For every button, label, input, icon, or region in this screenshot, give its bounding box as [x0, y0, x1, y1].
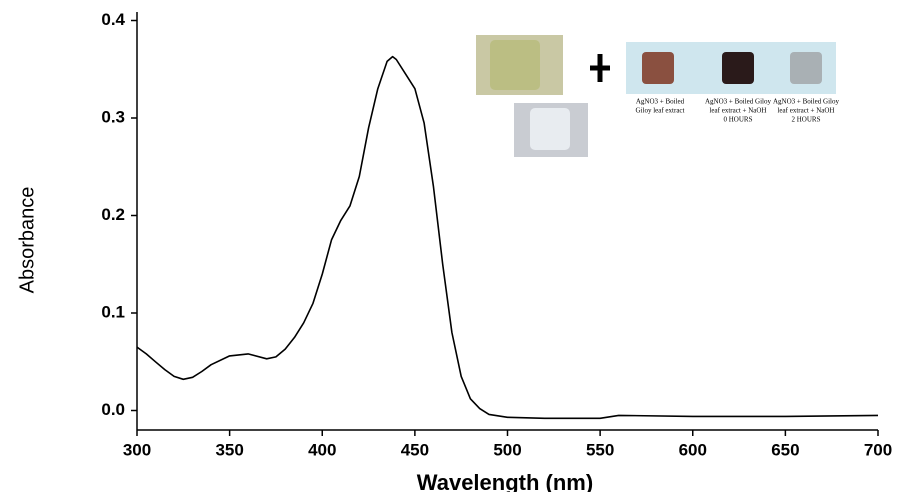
x-tick-label: 650 — [771, 440, 799, 459]
inset-caption: AgNO3 + Boiled Giloy — [773, 98, 839, 106]
inset-caption: Giloy leaf extract — [636, 107, 685, 115]
inset-caption: AgNO3 + Boiled Giloy — [705, 98, 771, 106]
x-tick-label: 300 — [123, 440, 151, 459]
x-tick-label: 500 — [493, 440, 521, 459]
x-tick-label: 350 — [215, 440, 243, 459]
y-tick-label: 0.0 — [101, 400, 125, 419]
inset — [476, 35, 836, 157]
y-axis-label: Absorbance — [16, 187, 38, 294]
inset-caption: AgNO3 + Boiled — [636, 98, 685, 106]
inset-caption: leaf extract + NaOH — [777, 107, 834, 115]
inset-caption: 0 HOURS — [724, 116, 753, 124]
inset-caption: 2 HOURS — [792, 116, 821, 124]
y-tick-label: 0.1 — [101, 302, 125, 321]
spectrum-line — [136, 55, 879, 420]
inset-caption: leaf extract + NaOH — [709, 107, 766, 115]
y-tick-label: 0.3 — [101, 107, 125, 126]
y-tick-label: 0.2 — [101, 205, 125, 224]
x-tick-label: 400 — [308, 440, 336, 459]
beaker — [530, 108, 570, 150]
x-tick-label: 700 — [864, 440, 892, 459]
x-axis-label: Wavelength (nm) — [417, 470, 593, 492]
beaker — [642, 52, 674, 84]
y-tick-label: 0.4 — [101, 10, 125, 29]
beaker — [790, 52, 822, 84]
x-tick-label: 600 — [679, 440, 707, 459]
x-tick-label: 450 — [401, 440, 429, 459]
x-tick-label: 550 — [586, 440, 614, 459]
plus-sign — [590, 54, 610, 82]
beaker — [490, 40, 540, 90]
beaker — [722, 52, 754, 84]
